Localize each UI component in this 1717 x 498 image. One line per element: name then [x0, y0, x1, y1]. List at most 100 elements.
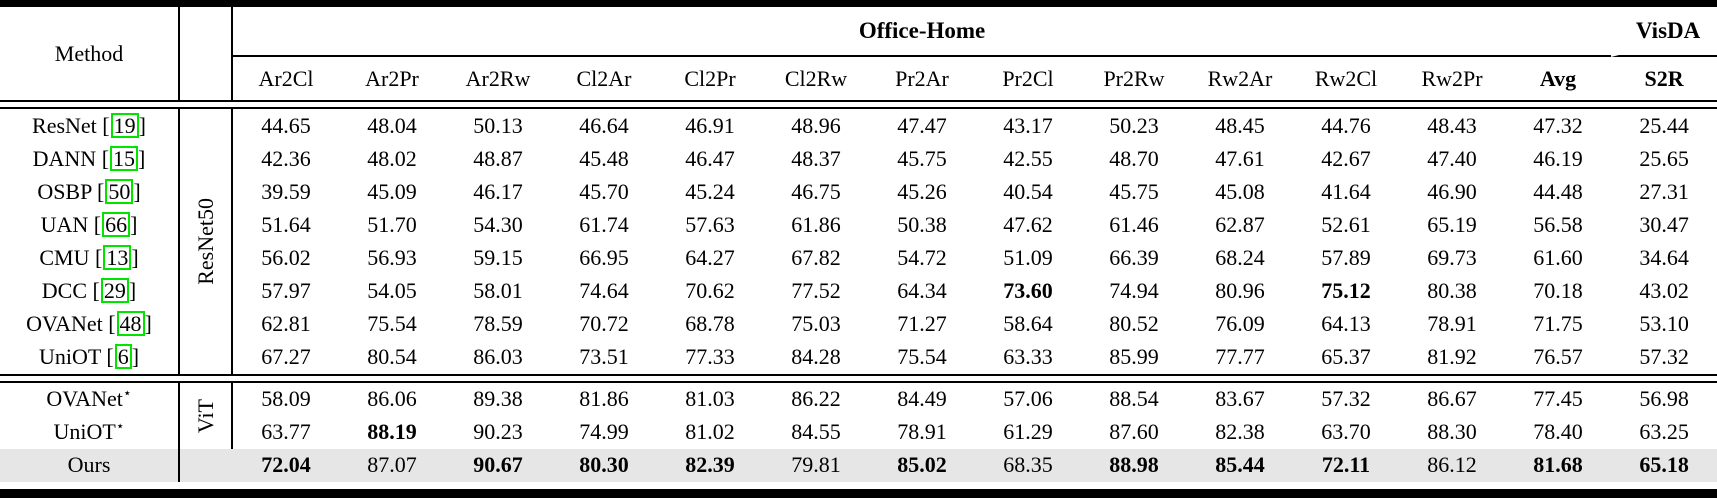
col-header-rw2pr: Rw2Pr	[1421, 65, 1483, 91]
score-cell: 45.75	[1109, 178, 1159, 204]
score-cell: 48.37	[791, 145, 841, 171]
col-header-s2r: S2R	[1644, 65, 1684, 91]
method-name: DCC	[41, 277, 88, 303]
score-cell: 46.64	[579, 112, 629, 138]
col-header-ar2cl: Ar2Cl	[258, 65, 314, 91]
score-cell: 63.25	[1639, 419, 1689, 445]
score-cell: 81.68	[1505, 448, 1612, 482]
score-cell: 80.54	[367, 344, 417, 370]
method-label-osbp: OSBP [50]	[0, 175, 180, 209]
score-cell: 47.47	[897, 112, 947, 138]
score-cell: 72.04	[233, 448, 339, 482]
citation-link-15[interactable]: 15	[110, 145, 139, 171]
score-cell: 82.39	[657, 448, 763, 482]
score-cell: 57.32	[1321, 386, 1371, 412]
score-cell: 85.02	[869, 448, 975, 482]
method-label-dcc: DCC [29]	[0, 274, 180, 308]
score-cell: 75.54	[897, 344, 947, 370]
score-cell: 27.31	[1639, 178, 1689, 204]
score-cell: 47.62	[1003, 211, 1053, 237]
score-cell: 66.95	[579, 244, 629, 270]
score-cell: 54.05	[367, 277, 417, 303]
score-cell: 61.86	[791, 211, 841, 237]
score-cell: 34.64	[1639, 244, 1689, 270]
citation-link-48[interactable]: 48	[116, 311, 145, 337]
col-header-ar2rw: Ar2Rw	[465, 65, 531, 91]
score-cell: 42.36	[261, 145, 311, 171]
method-label-dann: DANN [15]	[0, 142, 180, 176]
score-cell: 47.32	[1533, 112, 1583, 138]
dataset-header-office-home: Office-Home	[233, 7, 1612, 57]
score-cell: 57.63	[685, 211, 735, 237]
score-cell: 70.72	[579, 311, 629, 337]
citation-link-66[interactable]: 66	[102, 211, 131, 237]
score-cell: 90.67	[445, 448, 551, 482]
score-cell: 54.72	[897, 244, 947, 270]
citation-link-6[interactable]: 6	[114, 344, 132, 370]
score-cell: 75.03	[791, 311, 841, 337]
citation-link-50[interactable]: 50	[105, 178, 134, 204]
score-cell: 58.64	[1003, 311, 1053, 337]
section-divider-rule	[0, 100, 1717, 110]
col-header-rw2ar: Rw2Ar	[1207, 65, 1273, 91]
method-column-header: Method	[0, 7, 180, 100]
score-cell: 45.09	[367, 178, 417, 204]
score-cell: 88.54	[1109, 386, 1159, 412]
score-cell: 74.64	[579, 277, 629, 303]
method-label-ours: Ours	[0, 448, 180, 482]
score-cell: 71.27	[897, 311, 947, 337]
score-cell: 48.70	[1109, 145, 1159, 171]
score-cell: 77.77	[1215, 344, 1265, 370]
method-name: UAN	[40, 211, 89, 237]
spacer-cell	[0, 482, 1717, 489]
col-header-rw2cl: Rw2Cl	[1314, 65, 1378, 91]
method-name: OSBP	[37, 178, 92, 204]
score-cell: 71.75	[1533, 311, 1583, 337]
table-row-ours: Ours 72.04 87.07 90.67 80.30 82.39 79.81 85.02 6…	[0, 448, 1717, 482]
citation-link-13[interactable]: 13	[103, 244, 132, 270]
score-cell: 85.99	[1109, 344, 1159, 370]
score-cell: 80.30	[551, 448, 657, 482]
table-row-ovanet: OVANet⋆ ViT 58.09 86.06 89.38 81.86 81.03 86.22…	[0, 382, 1717, 449]
score-cell: 72.11	[1293, 448, 1399, 482]
score-cell: 45.75	[897, 145, 947, 171]
section-divider-rule	[0, 373, 1717, 383]
score-cell: 56.02	[261, 244, 311, 270]
score-cell: 50.38	[897, 211, 947, 237]
score-cell: 81.92	[1427, 344, 1477, 370]
method-label-uan: UAN [66]	[0, 208, 180, 242]
table-row-uan: UAN [66] 51.64 51.70 54.30 61.74 57.63 61.86 50…	[0, 208, 1717, 242]
method-name: UniOT	[53, 419, 116, 445]
score-cell: 86.06	[367, 386, 417, 412]
score-cell: 83.67	[1215, 386, 1265, 412]
score-cell: 63.70	[1321, 419, 1371, 445]
col-header-cl2pr: Cl2Pr	[684, 65, 736, 91]
score-cell: 64.34	[897, 277, 947, 303]
score-cell: 80.52	[1109, 311, 1159, 337]
score-cell: 67.27	[261, 344, 311, 370]
score-cell: 47.61	[1215, 145, 1265, 171]
dataset-header-visda: VisDA	[1611, 7, 1717, 57]
score-cell: 57.06	[1003, 386, 1053, 412]
col-header-ar2pr: Ar2Pr	[365, 65, 419, 91]
score-cell: 78.91	[897, 419, 947, 445]
score-cell: 61.74	[579, 211, 629, 237]
table-row-uniot: UniOT⋆ 63.77 88.19 90.23 74.99 81.02 84.55 78.9…	[0, 415, 1717, 449]
score-cell: 69.73	[1427, 244, 1477, 270]
score-cell: 88.98	[1081, 448, 1187, 482]
score-cell: 77.52	[791, 277, 841, 303]
backbone-group-resnet50: ResNet50	[180, 109, 233, 374]
citation-link-19[interactable]: 19	[110, 112, 139, 138]
table-row-uniot: UniOT [6] 67.27 80.54 86.03 73.51 77.33 84.28 7…	[0, 340, 1717, 374]
score-cell: 74.94	[1109, 277, 1159, 303]
score-cell: 66.39	[1109, 244, 1159, 270]
score-cell: 43.02	[1639, 277, 1689, 303]
citation-link-29[interactable]: 29	[100, 277, 129, 303]
table-row-dann: DANN [15] 42.36 48.02 48.87 45.48 46.47 48.37 4…	[0, 142, 1717, 176]
divider-line	[0, 373, 1717, 383]
backbone-group-empty	[180, 448, 233, 482]
score-cell: 81.86	[579, 386, 629, 412]
score-cell: 67.82	[791, 244, 841, 270]
